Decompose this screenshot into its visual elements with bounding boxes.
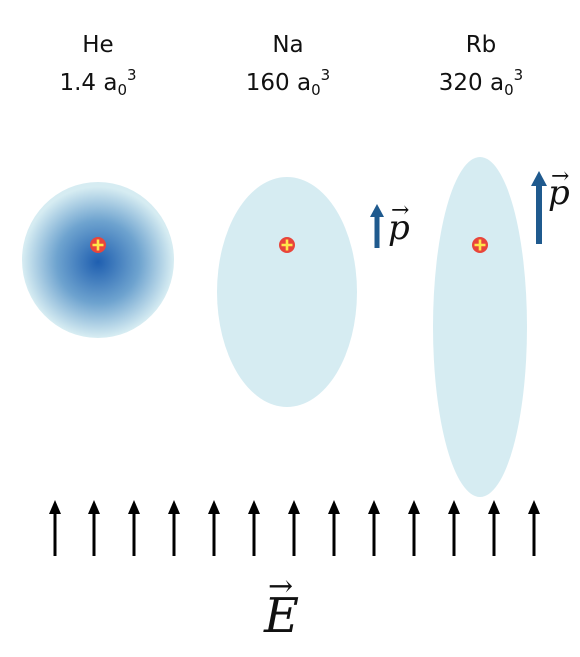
na-symbol: Na — [272, 32, 304, 58]
na-electron-cloud — [217, 177, 357, 407]
rb-symbol: Rb — [465, 32, 497, 58]
field-arrow-icon — [49, 500, 61, 556]
he-nucleus — [90, 237, 106, 253]
rb-nucleus — [472, 237, 488, 253]
field-arrow-icon — [368, 500, 380, 556]
field-arrow-icon — [488, 500, 500, 556]
rb-dipole-vector-accent: → — [551, 164, 570, 189]
field-arrow-icon — [448, 500, 460, 556]
rb-dipole-arrow-icon — [531, 171, 547, 244]
rb-polarizability: 320 a03 — [438, 66, 524, 99]
field-arrow-icon — [128, 500, 140, 556]
rb-dipole-label: p — [548, 173, 570, 213]
he-polarizability: 1.4 a03 — [59, 66, 137, 99]
rb-electron-cloud — [433, 157, 527, 497]
na-dipole-vector-accent: → — [391, 198, 410, 223]
na-nucleus — [279, 237, 295, 253]
rb-label: Rb 320 a03 — [411, 30, 551, 105]
na-dipole-arrow-icon — [370, 204, 384, 248]
na-polarizability: 160 a03 — [245, 66, 331, 99]
electric-field-arrows — [49, 500, 540, 556]
field-arrow-icon — [328, 500, 340, 556]
field-arrow-icon — [168, 500, 180, 556]
he-label: He 1.4 a03 — [28, 30, 168, 105]
na-dipole-label: p — [388, 208, 410, 248]
field-arrow-icon — [528, 500, 540, 556]
field-label: E — [264, 588, 300, 644]
he-symbol: He — [82, 32, 114, 58]
field-arrow-icon — [88, 500, 100, 556]
na-label: Na 160 a03 — [218, 30, 358, 105]
he-electron-cloud — [22, 182, 174, 338]
field-vector-accent: → — [268, 569, 294, 604]
field-arrow-icon — [408, 500, 420, 556]
field-arrow-icon — [208, 500, 220, 556]
field-arrow-icon — [248, 500, 260, 556]
field-arrow-icon — [288, 500, 300, 556]
